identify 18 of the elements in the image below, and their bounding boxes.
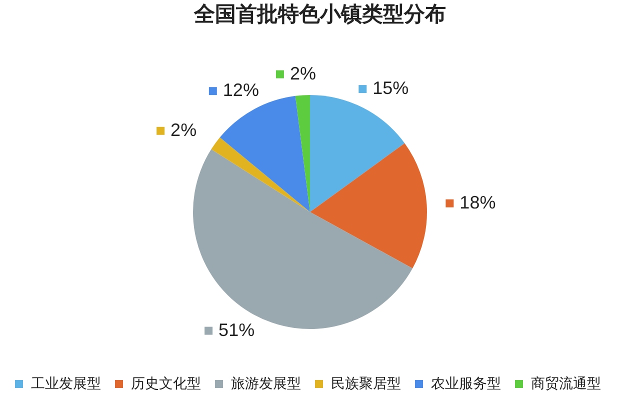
chart-title: 全国首批特色小镇类型分布 xyxy=(193,3,446,26)
data-label: 2% xyxy=(170,120,197,140)
legend-label: 民族聚居型 xyxy=(331,375,401,391)
legend-label: 农业服务型 xyxy=(431,375,501,391)
pie-slice xyxy=(310,95,405,212)
legend-label: 商贸流通型 xyxy=(531,375,601,391)
data-label: 2% xyxy=(290,63,316,84)
pie-slice xyxy=(220,96,310,212)
legend-label: 工业发展型 xyxy=(31,375,101,391)
legend-label: 历史文化型 xyxy=(131,375,201,391)
data-label: 12% xyxy=(222,80,259,100)
data-label: 18% xyxy=(460,192,496,212)
data-label: 51% xyxy=(218,320,255,340)
pie-slice xyxy=(295,95,310,212)
legend-label: 旅游发展型 xyxy=(231,375,301,391)
pie-slice xyxy=(211,137,310,212)
data-label: 15% xyxy=(372,78,409,98)
pie-slice xyxy=(310,143,427,268)
